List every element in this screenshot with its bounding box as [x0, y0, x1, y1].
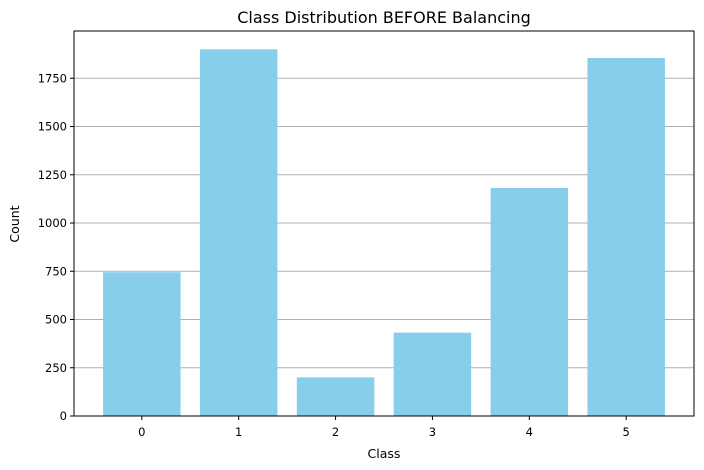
y-tick-label: 1500 — [38, 120, 67, 134]
x-tick-label: 2 — [332, 425, 339, 439]
x-tick-label: 3 — [429, 425, 436, 439]
x-axis-label: Class — [368, 446, 401, 461]
bar-class-3 — [393, 332, 472, 416]
y-tick-label: 0 — [60, 409, 67, 423]
bar-class-4 — [490, 187, 569, 416]
bars — [103, 49, 665, 416]
y-tick-label: 250 — [45, 361, 67, 375]
bar-class-2 — [296, 377, 375, 416]
y-tick-label: 750 — [45, 264, 67, 278]
x-tick-label: 0 — [138, 425, 145, 439]
x-tick-label: 5 — [623, 425, 630, 439]
y-tick-label: 500 — [45, 313, 67, 327]
x-ticks: 0 1 2 3 4 5 — [138, 416, 630, 439]
x-tick-label: 4 — [526, 425, 533, 439]
bar-class-1 — [199, 49, 278, 416]
chart-title: Class Distribution BEFORE Balancing — [237, 8, 531, 27]
y-axis-label: Count — [7, 205, 22, 242]
y-tick-label: 1250 — [38, 168, 67, 182]
x-tick-label: 1 — [235, 425, 242, 439]
y-ticks: 0 250 500 750 1000 1250 1500 1750 — [38, 71, 74, 423]
y-tick-label: 1750 — [38, 71, 67, 85]
bar-class-5 — [587, 58, 665, 416]
bar-class-0 — [103, 272, 181, 416]
y-tick-label: 1000 — [38, 216, 67, 230]
